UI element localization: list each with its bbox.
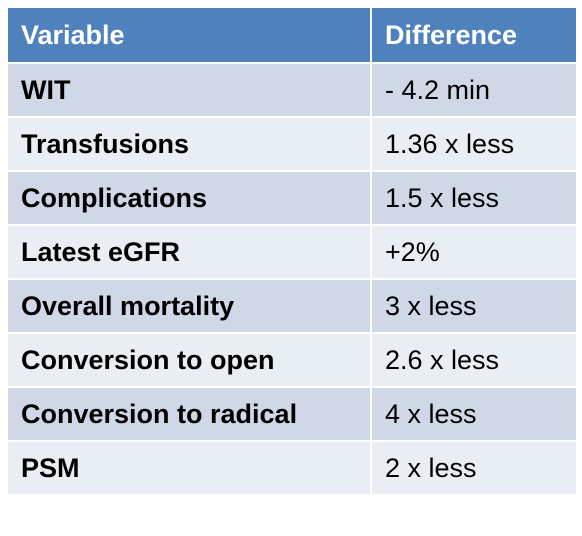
table-row: WIT - 4.2 min [6, 62, 578, 118]
table-row: Overall mortality 3 x less [6, 278, 578, 334]
difference-cell: 2 x less [370, 440, 578, 496]
table-row: Conversion to radical 4 x less [6, 386, 578, 442]
variable-cell: Latest eGFR [6, 224, 372, 280]
table-row: PSM 2 x less [6, 440, 578, 496]
header-cell: Variable [6, 6, 372, 64]
table-row: Transfusions 1.36 x less [6, 116, 578, 172]
header-cell: Difference [370, 6, 578, 64]
difference-cell: 2.6 x less [370, 332, 578, 388]
difference-cell: - 4.2 min [370, 62, 578, 118]
variable-cell: Complications [6, 170, 372, 226]
variable-cell: Transfusions [6, 116, 372, 172]
variable-cell: PSM [6, 440, 372, 496]
table-row: Latest eGFR +2% [6, 224, 578, 280]
variable-cell: WIT [6, 62, 372, 118]
table-body: WIT - 4.2 min Transfusions 1.36 x less Compl… [6, 62, 578, 496]
comparison-table: Variable Difference WIT - 4.2 min Transfus… [6, 6, 578, 496]
table-row: Complications 1.5 x less [6, 170, 578, 226]
variable-cell: Conversion to radical [6, 386, 372, 442]
difference-cell: 4 x less [370, 386, 578, 442]
variable-cell: Overall mortality [6, 278, 372, 334]
difference-cell: 1.5 x less [370, 170, 578, 226]
table-row: Conversion to open 2.6 x less [6, 332, 578, 388]
difference-cell: 1.36 x less [370, 116, 578, 172]
variable-cell: Conversion to open [6, 332, 372, 388]
header-row: Variable Difference [6, 6, 578, 64]
difference-cell: +2% [370, 224, 578, 280]
difference-cell: 3 x less [370, 278, 578, 334]
